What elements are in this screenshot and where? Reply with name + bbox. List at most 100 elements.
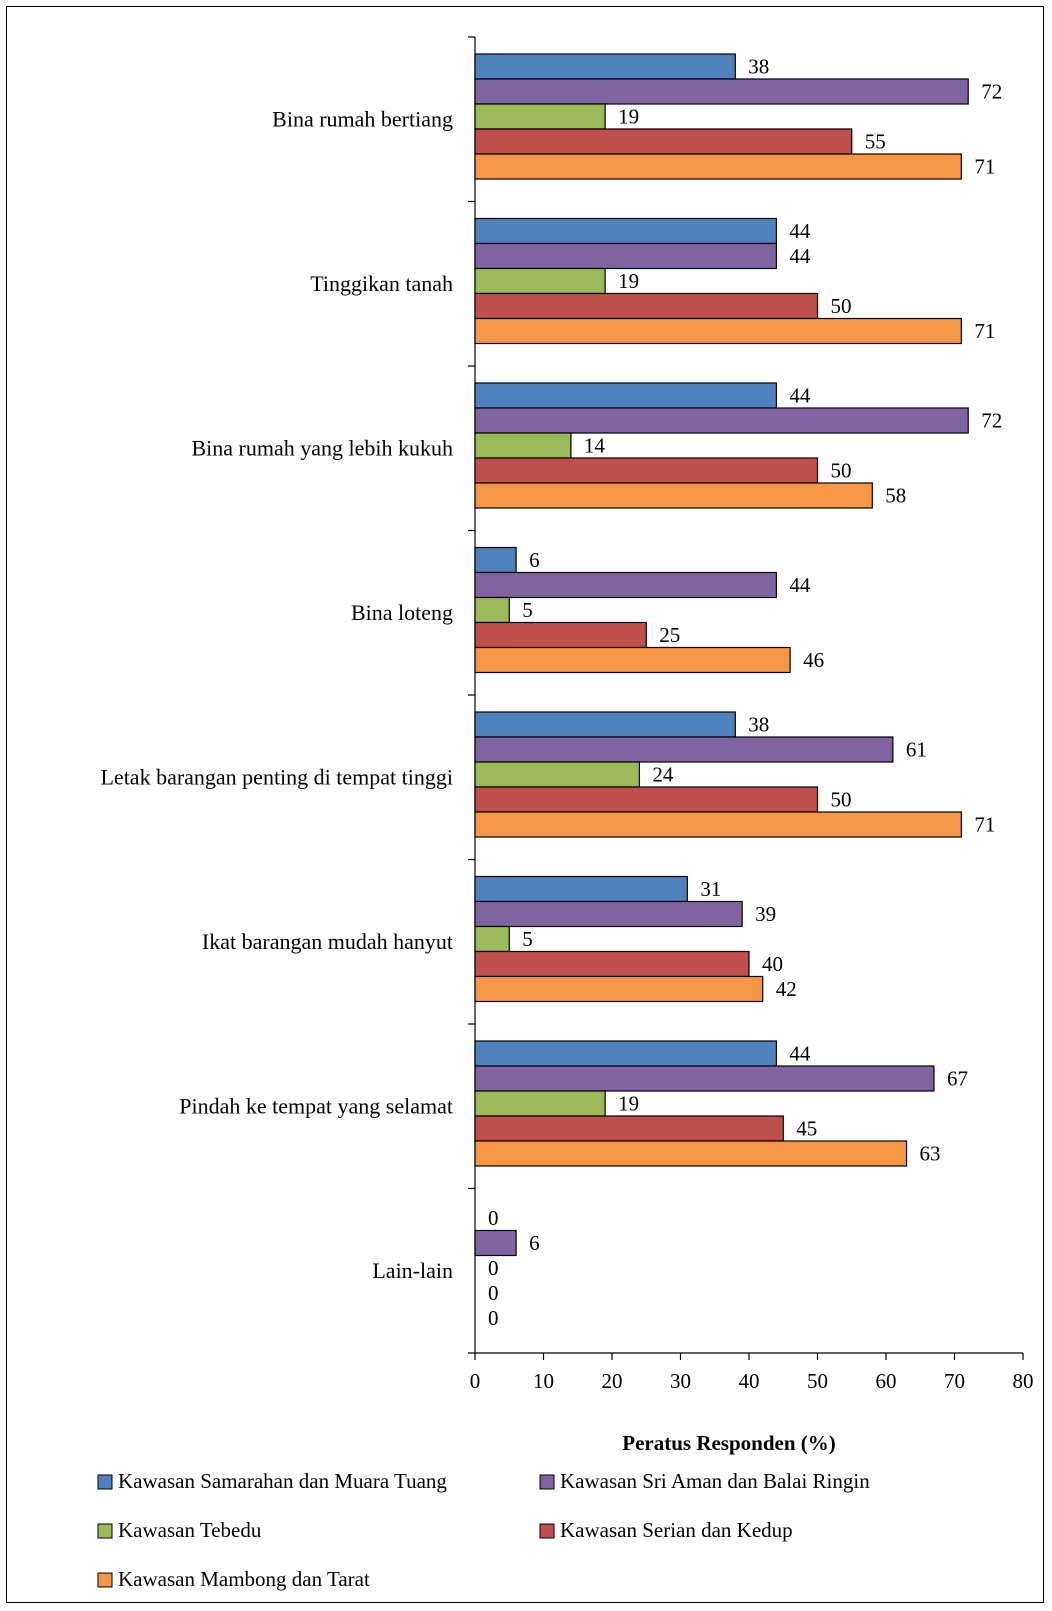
data-label: 44 (789, 573, 811, 597)
bar (474, 925, 510, 953)
bar (474, 546, 517, 574)
data-label: 72 (981, 80, 1002, 104)
data-label: 44 (789, 384, 811, 408)
data-label: 50 (831, 459, 852, 483)
data-label: 46 (803, 648, 824, 672)
data-label: 5 (522, 598, 533, 622)
data-label: 58 (885, 484, 906, 508)
legend-swatch (539, 1523, 555, 1539)
x-tick-label: 50 (807, 1369, 828, 1393)
legend-swatch (97, 1474, 113, 1490)
data-label: 50 (831, 294, 852, 318)
bar (474, 482, 873, 509)
bar (474, 292, 819, 320)
bar (474, 407, 969, 434)
category-label: Bina rumah yang lebih kukuh (191, 435, 453, 460)
category-label: Bina loteng (351, 600, 453, 625)
x-axis-title: Peratus Responden (%) (622, 1431, 836, 1455)
bar (474, 1140, 908, 1167)
bar (474, 242, 777, 270)
data-label: 42 (776, 977, 797, 1001)
bar (474, 950, 750, 978)
category-label: Lain-lain (372, 1258, 453, 1283)
bar (474, 786, 819, 813)
x-tick-label: 80 (1013, 1369, 1034, 1393)
bar (474, 646, 791, 674)
data-label: 6 (529, 1231, 540, 1255)
data-label: 19 (618, 269, 639, 293)
bar (474, 382, 777, 409)
bar (474, 217, 777, 245)
data-label: 0 (488, 1206, 499, 1230)
x-tick-label: 60 (876, 1369, 897, 1393)
bar (474, 900, 743, 928)
bar (474, 457, 819, 484)
data-label: 61 (906, 738, 927, 762)
legend: Kawasan Samarahan dan Muara Tuang Kawasan… (97, 1469, 870, 1591)
data-label: 71 (974, 319, 995, 343)
category-label: Pindah ke tempat yang selamat (179, 1093, 453, 1118)
legend-swatch (97, 1523, 113, 1539)
legend-label: Kawasan Serian dan Kedup (560, 1518, 793, 1542)
x-tick-label: 40 (739, 1369, 760, 1393)
data-label: 72 (981, 409, 1002, 433)
bar (474, 1229, 517, 1257)
bar (474, 736, 894, 763)
bar (474, 811, 962, 838)
data-label: 19 (618, 1092, 639, 1116)
category-label: Ikat barangan mudah hanyut (202, 929, 453, 954)
bar (474, 1115, 784, 1142)
data-label: 39 (755, 902, 776, 926)
data-label: 55 (865, 130, 886, 154)
bar (474, 711, 736, 738)
data-label: 40 (762, 952, 783, 976)
data-label: 14 (584, 434, 606, 458)
data-label: 44 (789, 219, 811, 243)
data-label: 50 (831, 788, 852, 812)
x-tick-label: 70 (944, 1369, 965, 1393)
bar (474, 875, 688, 903)
bar (474, 103, 606, 130)
data-label: 44 (789, 244, 811, 268)
data-label: 71 (974, 813, 995, 837)
data-label: 38 (748, 713, 769, 737)
bar (474, 761, 640, 788)
data-label: 6 (529, 548, 540, 572)
data-label: 31 (700, 877, 721, 901)
x-tick-label: 30 (670, 1369, 691, 1393)
bar (474, 1090, 606, 1117)
bar (474, 153, 962, 180)
bar (474, 1040, 777, 1067)
legend-label: Kawasan Tebedu (118, 1518, 262, 1542)
labels-layer: Bina rumah bertiang 38 72 19 55 71 Tinggikan t… (100, 55, 1002, 1331)
data-label: 0 (488, 1281, 499, 1305)
bar (474, 267, 606, 295)
data-label: 38 (748, 55, 769, 79)
bar (474, 432, 572, 459)
data-label: 25 (659, 623, 680, 647)
data-label: 44 (789, 1042, 811, 1066)
legend-swatch (97, 1572, 113, 1588)
data-label: 45 (796, 1117, 817, 1141)
category-label: Tinggikan tanah (310, 271, 453, 296)
bar (474, 128, 853, 155)
bars-layer (474, 53, 969, 1257)
bar (474, 1065, 935, 1092)
legend-swatch (539, 1474, 555, 1490)
data-label: 71 (974, 155, 995, 179)
bar (474, 596, 510, 624)
data-label: 63 (920, 1142, 941, 1166)
data-label: 67 (947, 1067, 968, 1091)
bar (474, 621, 647, 649)
legend-label: Kawasan Samarahan dan Muara Tuang (118, 1469, 447, 1493)
data-label: 0 (488, 1306, 499, 1330)
legend-label: Kawasan Sri Aman dan Balai Ringin (560, 1469, 870, 1493)
bar (474, 317, 962, 345)
data-label: 19 (618, 105, 639, 129)
bar (474, 571, 777, 599)
category-label: Bina rumah bertiang (272, 106, 453, 131)
x-tick-label: 20 (602, 1369, 623, 1393)
x-tick-label: 0 (470, 1369, 481, 1393)
bar (474, 53, 736, 80)
